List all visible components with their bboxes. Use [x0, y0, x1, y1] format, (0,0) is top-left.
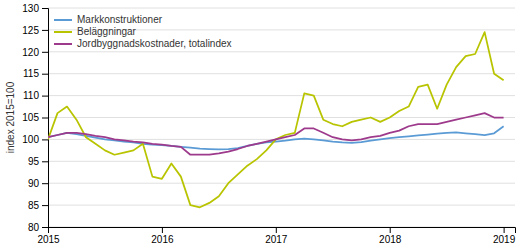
y-tick-mark — [42, 139, 48, 140]
y-tick-mark — [42, 183, 48, 184]
grid-line — [48, 183, 515, 184]
legend-item: Markkonstruktioner — [54, 14, 163, 25]
y-tick-label: 110 — [23, 90, 39, 101]
y-tick-label: 100 — [22, 134, 39, 145]
y-axis-line — [42, 9, 49, 228]
y-tick: 100 — [22, 134, 48, 145]
grid-line — [48, 8, 515, 9]
x-tick-label: 2017 — [265, 234, 288, 245]
y-tick: 80 — [28, 222, 48, 233]
y-tick-label: 95 — [28, 156, 40, 167]
x-tick-label: 2018 — [379, 234, 402, 245]
x-tick-mark — [390, 227, 391, 233]
y-tick-mark — [42, 96, 48, 97]
legend-swatch — [54, 19, 72, 21]
x-tick-mark — [276, 227, 277, 233]
y-tick: 120 — [22, 47, 48, 58]
grid-line — [48, 51, 515, 52]
x-tick-label: 2015 — [37, 234, 60, 245]
y-tick-mark — [42, 52, 48, 53]
grid-line — [48, 95, 515, 96]
grid-line — [48, 161, 515, 162]
plot-area: 2015 2016 2017 2018 2019 80 85 90 95 100 105 110 115… — [22, 3, 515, 245]
y-tick-label: 125 — [22, 25, 39, 36]
x-tick-mark — [162, 227, 163, 233]
y-tick: 105 — [22, 112, 48, 123]
x-tick-label: 2016 — [151, 234, 174, 245]
y-tick-label: 105 — [22, 112, 39, 123]
y-tick: 85 — [28, 200, 48, 211]
y-tick-label: 80 — [28, 222, 40, 233]
grid-line — [48, 73, 515, 74]
y-tick-mark — [42, 74, 48, 75]
series-line — [48, 32, 504, 207]
x-axis-line — [49, 228, 516, 234]
grid — [48, 8, 515, 227]
y-tick: 130 — [22, 3, 48, 14]
y-tick-label: 130 — [22, 3, 39, 14]
x-axis: 2015 2016 2017 2018 2019 — [37, 227, 515, 245]
y-tick: 95 — [28, 156, 48, 167]
y-axis: 80 85 90 95 100 105 110 115 120 125 130 — [22, 3, 48, 233]
x-tick: 2019 — [493, 227, 516, 245]
legend-label: Jordbyggnadskostnader, totalindex — [77, 38, 232, 49]
y-tick-label: 115 — [23, 68, 39, 79]
y-tick-mark — [42, 161, 48, 162]
series-group — [48, 32, 504, 207]
legend-label: Beläggningar — [77, 26, 137, 37]
y-tick: 115 — [23, 68, 48, 79]
y-tick-label: 120 — [22, 47, 39, 58]
y-tick-mark — [42, 227, 48, 228]
y-tick: 110 — [23, 90, 48, 101]
x-tick: 2015 — [37, 227, 60, 245]
y-tick-mark — [42, 118, 48, 119]
y-tick-mark — [42, 30, 48, 31]
series-line — [48, 113, 504, 155]
x-tick: 2017 — [265, 227, 288, 245]
y-tick-label: 90 — [28, 178, 40, 189]
x-tick: 2016 — [151, 227, 174, 245]
legend-swatch — [54, 43, 72, 45]
legend-item: Jordbyggnadskostnader, totalindex — [54, 38, 232, 49]
grid-line — [48, 117, 515, 118]
series-line — [48, 126, 504, 149]
x-tick-label: 2019 — [493, 234, 516, 245]
y-tick: 90 — [28, 178, 48, 189]
x-tick: 2018 — [379, 227, 402, 245]
y-tick: 125 — [22, 25, 48, 36]
y-tick-mark — [42, 205, 48, 206]
y-tick-label: 85 — [28, 200, 40, 211]
chart: 2015 2016 2017 2018 2019 80 85 90 95 100 105 110 115… — [0, 0, 529, 249]
grid-line — [48, 205, 515, 206]
legend-item: Beläggningar — [54, 26, 137, 37]
y-tick-mark — [42, 8, 48, 9]
y-axis-label: index 2015=100 — [5, 81, 16, 153]
x-tick-mark — [504, 227, 505, 233]
legend: MarkkonstruktionerBeläggningarJordbyggna… — [54, 14, 232, 49]
legend-swatch — [54, 31, 72, 33]
legend-label: Markkonstruktioner — [77, 14, 163, 25]
